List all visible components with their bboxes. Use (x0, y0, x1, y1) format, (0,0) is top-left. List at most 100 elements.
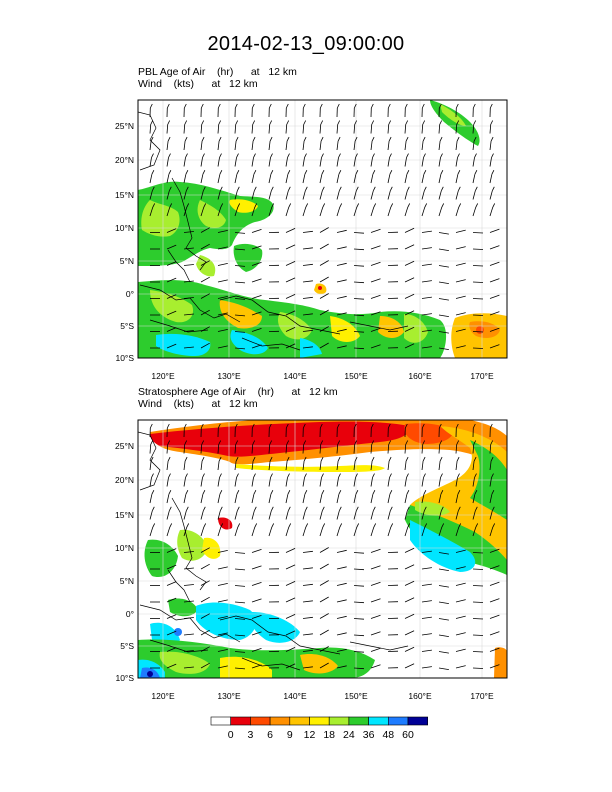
pbl-shading (138, 100, 507, 358)
wind-barb-feather (236, 506, 240, 511)
wind-barb (455, 582, 466, 586)
wind-barb (336, 494, 340, 504)
wind-barb (200, 494, 204, 504)
panel-title-pbl: PBL Age of Air (hr) at 12 km Wind (kts) a… (138, 66, 297, 90)
wind-barb-feather (152, 203, 156, 208)
wind-barb-feather (151, 490, 155, 495)
wind-barb (489, 311, 500, 316)
wind-barb (370, 664, 381, 669)
wind-barb (370, 207, 375, 217)
wind-barb-feather (372, 153, 375, 158)
wind-barb-feather (405, 456, 409, 462)
wind-barb (234, 281, 246, 284)
lon-label: 150°E (344, 691, 368, 701)
panel-title-pbl-wind: Wind (kts) at 12 km (138, 78, 258, 90)
wind-barb-feather (404, 103, 408, 109)
wind-barb (472, 265, 484, 267)
wind-barb (353, 601, 365, 604)
wind-barb-feather (219, 506, 223, 511)
wind-barb (353, 174, 357, 184)
wind-barb (251, 344, 262, 349)
wind-barb (336, 279, 347, 283)
wind-barb (183, 264, 194, 266)
wind-barb (285, 277, 296, 283)
wind-barb (251, 311, 262, 316)
wind-barb (455, 566, 466, 570)
wind-barb (251, 615, 262, 619)
wind-barb-feather (458, 523, 462, 528)
wind-barb-feather (320, 136, 324, 142)
wind-barb (166, 663, 177, 669)
wind-barb (302, 346, 313, 349)
wind-barb-feather (185, 186, 189, 191)
wind-barb (200, 243, 210, 250)
wind-barb-feather (338, 506, 342, 511)
wind-barb-feather (372, 170, 376, 175)
wind-barb (217, 263, 228, 266)
lat-label: 10°S (115, 673, 134, 683)
wind-barb-feather (405, 136, 409, 142)
wind-barb (217, 157, 220, 167)
lat-label: 0° (126, 289, 134, 299)
wind-barb (166, 444, 169, 454)
wind-barb-feather (355, 506, 359, 511)
wind-barb (234, 552, 246, 554)
wind-barb (353, 190, 357, 200)
wind-barb (183, 477, 186, 487)
wind-barb-feather (438, 103, 442, 109)
wind-barb-feather (217, 423, 221, 429)
wind-barb (319, 477, 322, 487)
wind-barb (200, 613, 210, 619)
wind-barb-feather (203, 523, 207, 528)
wind-barb-feather (235, 136, 239, 142)
wind-barb (217, 566, 228, 570)
wind-barb (319, 662, 329, 669)
lat-label: 10°N (115, 223, 134, 233)
wind-barb-feather (370, 103, 374, 109)
wind-barb-feather (185, 506, 189, 511)
wind-barb-feather (219, 153, 222, 158)
lon-label: 120°E (151, 371, 175, 381)
wind-barb (234, 248, 246, 251)
lat-label: 10°S (115, 353, 134, 363)
wind-barb (404, 444, 407, 454)
wind-barb-feather (236, 153, 239, 158)
wind-barb (336, 174, 340, 184)
lat-label: 15°N (115, 510, 134, 520)
wind-barb (302, 567, 313, 570)
wind-barb (370, 598, 381, 603)
colorbar-label: 24 (343, 729, 355, 741)
wind-barb-feather (201, 120, 205, 125)
wind-barb (234, 494, 238, 504)
wind-barb-feather (304, 170, 308, 175)
wind-barb-feather (338, 473, 341, 478)
wind-barb (251, 190, 255, 200)
wind-barb (200, 580, 210, 586)
wind-barb-feather (356, 203, 360, 208)
wind-barb-feather (303, 456, 307, 462)
wind-barb (200, 444, 203, 454)
wind-barb-feather (389, 153, 392, 158)
wind-barb (183, 567, 194, 570)
colorbar-swatch (328, 716, 350, 726)
wind-barb (489, 278, 500, 283)
wind-barb (183, 666, 194, 669)
wind-barb-feather (423, 506, 427, 511)
wind-barb (200, 293, 210, 299)
wind-barb-feather (220, 523, 224, 528)
wind-barb-feather (251, 423, 255, 429)
wind-barb (149, 124, 152, 134)
wind-barb (387, 174, 391, 184)
wind-barb (302, 207, 307, 217)
wind-barb-feather (186, 523, 190, 528)
wind-barb (455, 295, 466, 299)
wind-barb-feather (475, 203, 479, 208)
wind-barb-feather (185, 490, 189, 495)
wind-barb (319, 563, 329, 570)
wind-barb (302, 190, 306, 200)
wind-barb-feather (388, 136, 392, 142)
wind-barb-feather (455, 423, 459, 429)
map-panel-strat: 25°N 20°N 15°N 10°N 5°N 0° 5°S 10°S 120°… (115, 419, 508, 701)
colorbar-label: 0 (228, 729, 234, 741)
wind-barb-feather (354, 120, 358, 125)
